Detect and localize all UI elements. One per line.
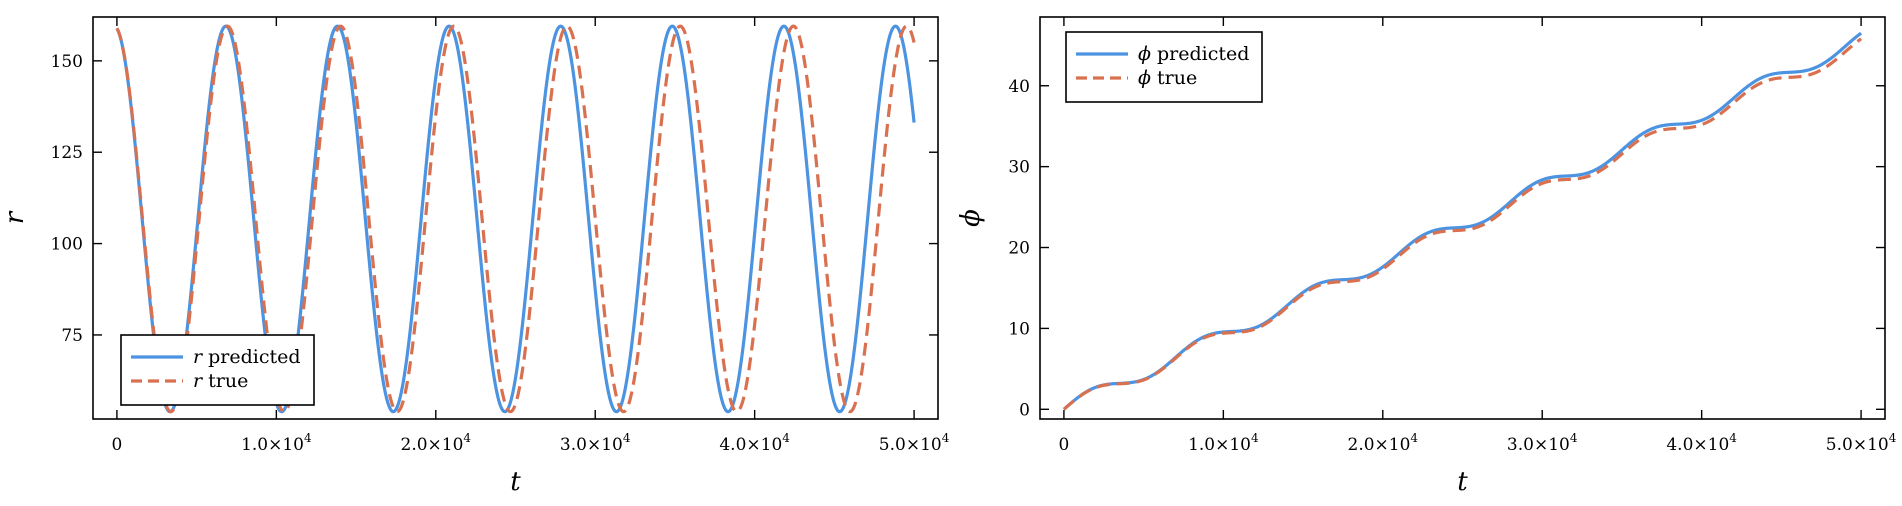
x-tick-label: 2.0×104 [401,431,472,455]
x-tick-label: 0 [112,435,123,455]
x-axis-label: t [510,467,521,497]
x-tick-label: 1.0×104 [1188,431,1259,455]
y-axis-label: ϕ [956,209,986,227]
x-tick-label: 4.0×104 [719,431,790,455]
x-tick-label: 0 [1059,435,1070,455]
series-line-r-predicted [115,24,916,414]
phi-panel: 0 1.0×104 2.0×104 3.0×104 4.0×104 5.0×104 0 10 2… [956,16,1897,497]
y-tick-label: 125 [51,143,83,163]
x-tick-label: 3.0×104 [1507,431,1578,455]
x-tick-label: 3.0×104 [560,431,631,455]
series-line--predicted [1062,31,1863,411]
x-tick-label: 5.0×104 [1826,431,1897,455]
x-tick-label: 4.0×104 [1666,431,1737,455]
x-axis-label: t [1457,467,1468,497]
y-tick-label: 75 [61,326,83,346]
y-tick-label: 0 [1019,400,1030,420]
series-line-r-true [115,24,916,414]
legend-label: ϕ true [1138,67,1197,89]
y-tick-label: 30 [1008,158,1030,178]
legend-label: r true [193,370,248,392]
y-tick-label: 20 [1008,239,1030,259]
y-tick-label: 150 [51,52,83,72]
y-tick-label: 10 [1008,319,1030,339]
x-tick-label: 5.0×104 [879,431,950,455]
y-tick-label: 40 [1008,77,1030,97]
plot-frame [1039,16,1886,420]
x-tick-label: 2.0×104 [1348,431,1419,455]
y-axis-label: r [0,210,30,224]
y-tick-label: 100 [51,235,83,255]
series-line--true [1062,37,1863,411]
plot-frame [92,16,939,420]
x-tick-label: 1.0×104 [241,431,312,455]
legend-label: r predicted [193,346,301,368]
r-panel: 0 1.0×104 2.0×104 3.0×104 4.0×104 5.0×104 75 10… [0,16,950,497]
legend-label: ϕ predicted [1138,43,1249,65]
